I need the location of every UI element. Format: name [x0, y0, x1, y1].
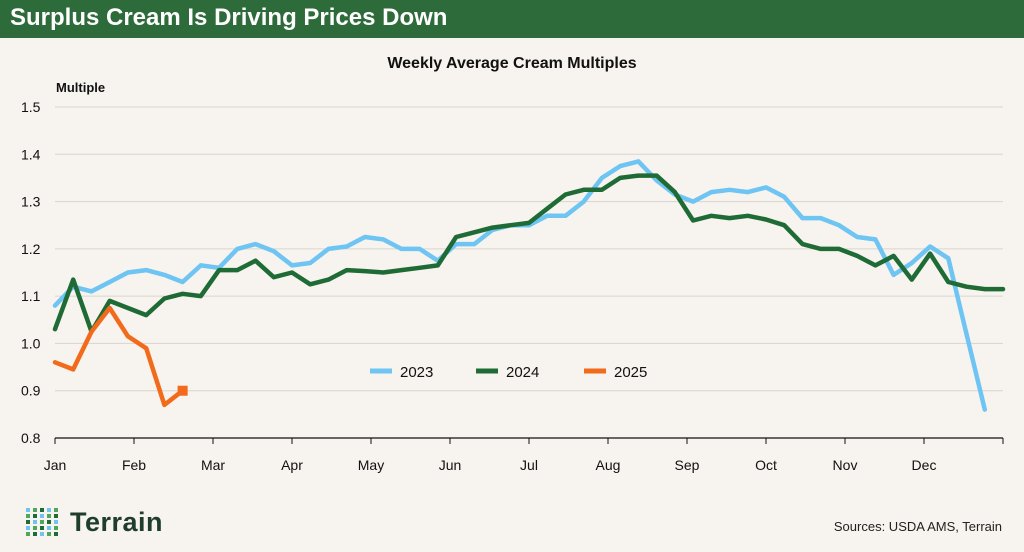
y-tick-label: 0.9	[21, 383, 41, 399]
logo-dot	[54, 514, 58, 518]
legend-label-2024: 2024	[506, 364, 539, 381]
series-line-2025	[52, 305, 185, 408]
x-tick-label: Jul	[520, 457, 538, 473]
logo-dot	[54, 508, 58, 512]
y-tick-label: 1.0	[21, 335, 41, 351]
x-tick-label: Mar	[201, 457, 225, 473]
x-tick-label: Nov	[833, 457, 858, 473]
y-tick-label: 1.4	[21, 146, 41, 162]
x-tick-label: Apr	[281, 457, 303, 473]
y-tick-label: 0.8	[21, 430, 41, 446]
sources-note: Sources: USDA AMS, Terrain	[833, 519, 1002, 534]
logo-dot	[47, 514, 51, 518]
terrain-logo: Terrain	[24, 506, 163, 538]
logo-dot	[40, 526, 44, 530]
logo-dot	[33, 526, 37, 530]
logo-dot	[40, 508, 44, 512]
logo-dot	[47, 508, 51, 512]
x-tick-label: Sep	[675, 457, 700, 473]
logo-dot	[54, 532, 58, 536]
logo-dot	[40, 514, 44, 518]
logo-dot	[26, 520, 30, 524]
legend-label-2023: 2023	[400, 364, 433, 381]
logo-dot	[26, 508, 30, 512]
logo-dot	[33, 514, 37, 518]
logo-dot	[26, 526, 30, 530]
x-tick-label: Jan	[44, 457, 67, 473]
x-tick-label: Feb	[122, 457, 146, 473]
x-tick-label: Dec	[912, 457, 937, 473]
x-tick-label: Aug	[596, 457, 621, 473]
logo-dot	[40, 520, 44, 524]
logo-dot	[47, 520, 51, 524]
logo-dot	[33, 508, 37, 512]
logo-dot	[54, 520, 58, 524]
y-tick-label: 1.1	[21, 288, 41, 304]
y-tick-label: 1.3	[21, 194, 41, 210]
logo-dot	[26, 532, 30, 536]
legend-label-2025: 2025	[614, 364, 647, 381]
chart-title: Weekly Average Cream Multiples	[387, 55, 636, 72]
x-tick-label: May	[358, 457, 384, 473]
logo-dot	[26, 514, 30, 518]
brand-name: Terrain	[70, 506, 164, 537]
y-tick-label: 1.2	[21, 241, 41, 257]
series-end-marker-2025	[177, 385, 188, 396]
x-tick-label: Jun	[439, 457, 462, 473]
banner-title: Surplus Cream Is Driving Prices Down	[10, 4, 448, 31]
logo-dot	[33, 532, 37, 536]
y-axis-label: Multiple	[56, 80, 105, 95]
title-banner: Surplus Cream Is Driving Prices Down	[0, 0, 1024, 38]
x-tick-label: Oct	[755, 457, 777, 473]
logo-dot	[40, 532, 44, 536]
logo-dot	[47, 532, 51, 536]
logo-dot	[33, 520, 37, 524]
logo-dot	[54, 526, 58, 530]
series-line-2024	[52, 173, 1006, 334]
y-tick-label: 1.5	[21, 99, 41, 115]
logo-dot	[47, 526, 51, 530]
terrain-dots-icon	[26, 508, 58, 536]
